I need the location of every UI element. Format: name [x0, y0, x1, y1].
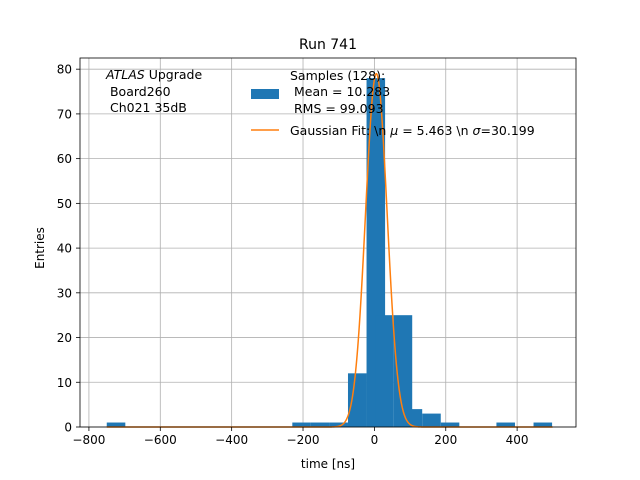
x-tick-label-2: −400 [215, 433, 248, 447]
histogram-bar-6 [375, 315, 394, 427]
annotation-text: ATLAS Upgrade Board260 Ch021 35dB [105, 67, 202, 115]
legend-fit-label: Gaussian Fit: \n μ = 5.463 \n σ=30.199 [290, 123, 535, 138]
annotation-line2: Board260 [106, 84, 171, 99]
histogram-bar-10 [440, 422, 460, 427]
chart-title: Run 741 [299, 37, 357, 53]
histogram-bar-8 [403, 409, 423, 427]
x-axis-label: time [ns] [301, 457, 355, 471]
annotation-italic: ATLAS [105, 67, 145, 82]
histogram-bar-0 [106, 422, 126, 427]
histogram-bar-1 [292, 422, 311, 427]
legend: Samples (128): Mean = 10.283 RMS = 99.09… [251, 68, 535, 138]
y-tick-label-2: 20 [57, 331, 72, 345]
svg-text:ATLAS Upgrade: ATLAS Upgrade [105, 67, 202, 82]
y-tick-label-1: 10 [57, 376, 72, 390]
y-axis-label: Entries [33, 227, 47, 269]
y-tick-label-5: 50 [57, 197, 72, 211]
annotation-line3: Ch021 35dB [106, 100, 187, 115]
y-tick-label-4: 40 [57, 242, 72, 256]
histogram-bar-7 [393, 315, 413, 427]
axes-frame [79, 57, 577, 428]
legend-fit-mu: μ [389, 123, 398, 138]
histogram-bar-3 [329, 422, 348, 427]
histogram-bar-12 [533, 422, 553, 427]
y-tick-label-3: 30 [57, 286, 72, 300]
histogram-bars [106, 78, 553, 428]
y-axis-ticks: 0 10 20 30 40 50 60 70 80 [57, 63, 80, 435]
x-tick-label-3: −200 [287, 433, 320, 447]
histogram-bar-4 [347, 373, 367, 427]
legend-fit-mid: = 5.463 \n [398, 123, 472, 138]
x-tick-label-6: 400 [506, 433, 529, 447]
legend-fit-prefix: Gaussian Fit: \n [290, 123, 390, 138]
legend-fit-sigma: σ [473, 123, 482, 138]
legend-fit-end: =30.199 [480, 123, 534, 138]
legend-hist-line2: Mean = 10.283 [290, 84, 390, 99]
annotation-rest: Upgrade [145, 67, 203, 82]
histogram-bar-9 [422, 413, 441, 427]
y-tick-label-6: 60 [57, 152, 72, 166]
legend-hist-line1: Samples (128): [290, 68, 385, 83]
legend-hist-swatch [251, 89, 279, 99]
legend-hist-line3: RMS = 99.093 [290, 101, 384, 116]
x-tick-label-1: −600 [144, 433, 177, 447]
x-tick-label-5: 200 [434, 433, 457, 447]
y-tick-label-0: 0 [64, 421, 72, 435]
x-axis-ticks: −800 −600 −400 −200 0 200 400 [72, 427, 529, 447]
y-tick-label-8: 80 [57, 63, 72, 77]
histogram-bar-11 [496, 422, 515, 427]
x-tick-label-4: 0 [371, 433, 379, 447]
x-tick-label-0: −800 [72, 433, 105, 447]
y-tick-label-7: 70 [57, 107, 72, 121]
histogram-bar-2 [310, 422, 330, 427]
